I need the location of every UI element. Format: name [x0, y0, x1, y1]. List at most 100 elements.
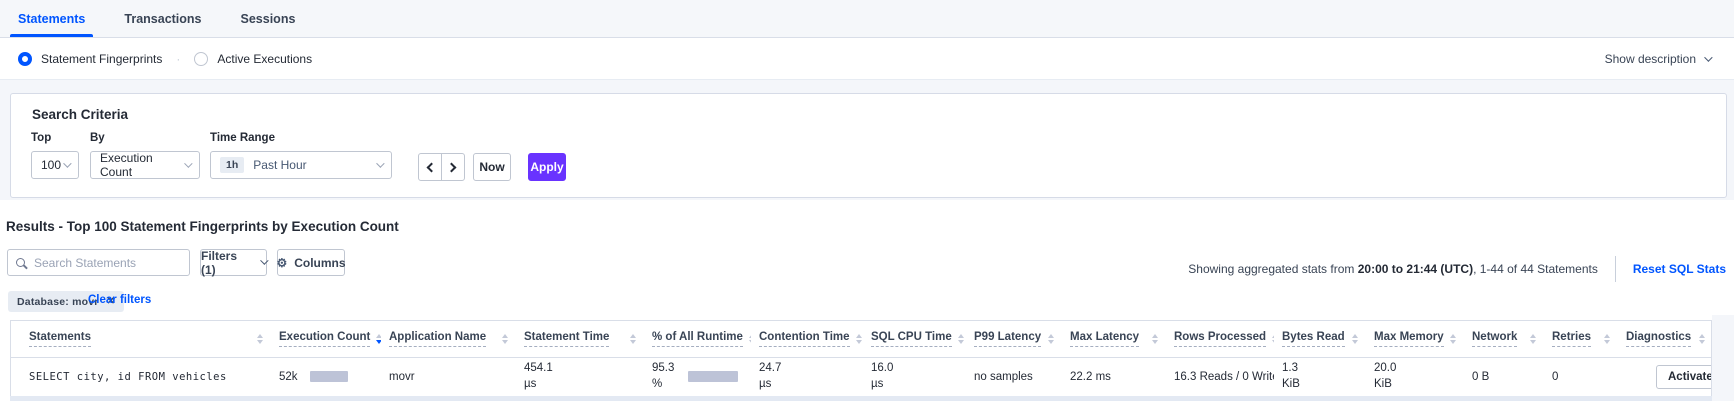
chip-close-icon[interactable]: ✕	[106, 296, 115, 307]
radio-active-executions[interactable]: Active Executions	[194, 52, 312, 66]
col-header-bytes-read[interactable]: Bytes Read	[1274, 321, 1366, 358]
chevron-down-icon	[260, 255, 269, 265]
search-criteria-title: Search Criteria	[32, 107, 129, 122]
radio-separator: ·	[176, 52, 181, 66]
col-header-sql-cpu-time[interactable]: SQL CPU Time	[863, 321, 966, 358]
chevron-down-icon	[376, 159, 385, 168]
now-button[interactable]: Now	[473, 153, 511, 181]
top-control: Top 100	[31, 132, 79, 179]
top-select[interactable]: 100	[31, 151, 79, 179]
search-criteria-panel: Search Criteria Top 100 By Execution Cou…	[10, 93, 1727, 198]
sort-icon-active[interactable]	[376, 333, 381, 344]
execution-count-bar	[309, 371, 348, 383]
cell-max-memory: 20.0 KiB	[1374, 362, 1397, 390]
radio-statement-fingerprints-label: Statement Fingerprints	[41, 52, 163, 66]
sort-icon[interactable]	[1530, 333, 1536, 344]
database-filter-chip: Database: movr ✕	[8, 291, 124, 312]
time-prev-button[interactable]	[418, 153, 442, 181]
chevron-down-icon	[184, 159, 193, 168]
time-range-label: Time Range	[210, 132, 275, 144]
vertical-divider	[1614, 256, 1616, 282]
col-header-execution-count[interactable]: Execution Count	[271, 321, 381, 358]
activate-diagnostics-button[interactable]: Activate	[1656, 364, 1711, 389]
time-range-select[interactable]: 1h Past Hour	[210, 151, 392, 179]
col-header-max-latency[interactable]: Max Latency	[1062, 321, 1166, 358]
search-statements-box	[7, 249, 190, 276]
cell-execution-count: 52k	[271, 357, 381, 396]
stats-text: Showing aggregated stats from 20:00 to 2…	[1188, 262, 1598, 276]
clear-filters-link[interactable]: Clear filters	[88, 294, 152, 306]
sort-icon[interactable]	[748, 333, 751, 344]
sort-icon[interactable]	[855, 333, 862, 344]
col-header-application-name[interactable]: Application Name	[381, 321, 516, 358]
columns-button-label: Columns	[294, 255, 346, 270]
sort-icon[interactable]	[1450, 333, 1456, 344]
col-header-retries[interactable]: Retries	[1544, 321, 1618, 358]
sort-icon[interactable]	[1352, 333, 1358, 344]
time-next-button[interactable]	[441, 153, 465, 181]
reset-sql-stats-link[interactable]: Reset SQL Stats	[1632, 262, 1726, 276]
col-header-contention-time[interactable]: Contention Time	[751, 321, 863, 358]
chevron-down-icon	[1704, 53, 1713, 62]
sort-icon[interactable]	[630, 333, 636, 344]
cell-rows-processed: 16.3 Reads / 0 Writes	[1174, 370, 1274, 383]
col-header-diagnostics[interactable]: Diagnostics	[1618, 321, 1711, 358]
col-header-statement-time[interactable]: Statement Time	[516, 321, 644, 358]
chevron-right-icon	[446, 162, 457, 172]
radio-statement-fingerprints[interactable]: Statement Fingerprints	[18, 52, 162, 66]
time-pager	[418, 153, 465, 181]
tab-sessions[interactable]: Sessions	[240, 12, 296, 26]
radio-selected-icon[interactable]	[18, 52, 32, 66]
time-range-control: Time Range 1h Past Hour	[210, 132, 392, 179]
aggregated-stats-line: Showing aggregated stats from 20:00 to 2…	[1188, 256, 1726, 282]
horizontal-scrollbar[interactable]	[10, 396, 1712, 401]
cell-sql-cpu-time: 16.0 µs	[871, 362, 894, 390]
table-header-row: Statements Execution Count Application N…	[11, 321, 1711, 358]
by-select-value: Execution Count	[100, 151, 153, 179]
cell-contention-time: 24.7 µs	[759, 362, 782, 390]
by-select[interactable]: Execution Count	[90, 151, 200, 179]
tab-statements[interactable]: Statements	[10, 2, 94, 37]
col-header-rows-processed[interactable]: Rows Processed	[1166, 321, 1274, 358]
sort-icon[interactable]	[957, 333, 964, 344]
cell-runtime-pct: 95.3%	[644, 357, 751, 396]
cell-application-name: movr	[389, 370, 415, 383]
sort-icon[interactable]	[257, 333, 263, 344]
gear-icon: ⚙	[276, 255, 288, 270]
sort-icon[interactable]	[1048, 333, 1054, 344]
search-icon	[16, 258, 25, 267]
cell-network: 0 B	[1472, 370, 1490, 383]
col-header-statements[interactable]: Statements	[11, 321, 271, 358]
top-select-value: 100	[41, 158, 62, 172]
filters-button[interactable]: Filters (1)	[200, 249, 269, 277]
cell-diagnostics: Activate	[1618, 357, 1711, 396]
page-right-gutter	[1712, 315, 1734, 401]
results-heading: Results - Top 100 Statement Fingerprints…	[6, 219, 399, 234]
sort-icon[interactable]	[1152, 333, 1158, 344]
apply-button[interactable]: Apply	[528, 153, 566, 181]
sort-icon[interactable]	[1699, 333, 1705, 344]
view-toggle-bar: Statement Fingerprints · Active Executio…	[0, 39, 1734, 80]
top-tab-bar: Statements Transactions Sessions	[0, 0, 1734, 38]
show-description-toggle[interactable]: Show description	[1605, 52, 1713, 66]
radio-unselected-icon[interactable]	[194, 52, 209, 66]
sort-icon[interactable]	[1604, 333, 1610, 344]
col-header-network[interactable]: Network	[1464, 321, 1544, 358]
col-header-max-memory[interactable]: Max Memory	[1366, 321, 1464, 358]
col-header-runtime-pct[interactable]: % of All Runtime	[644, 321, 751, 358]
cell-p99-latency: no samples	[974, 370, 1033, 383]
tab-transactions[interactable]: Transactions	[124, 12, 202, 26]
top-label: Top	[31, 132, 52, 144]
sort-icon[interactable]	[502, 333, 508, 344]
time-range-badge: 1h	[220, 157, 245, 173]
table-row: SELECT city, id FROM vehicles 52k movr 4…	[11, 357, 1711, 396]
search-statements-input[interactable]	[34, 255, 189, 270]
chevron-left-icon	[426, 162, 437, 172]
radio-active-executions-label: Active Executions	[217, 52, 313, 66]
cell-bytes-read: 1.3 KiB	[1282, 362, 1300, 390]
col-header-p99-latency[interactable]: P99 Latency	[966, 321, 1062, 358]
columns-button[interactable]: ⚙ Columns	[276, 249, 346, 276]
sort-icon[interactable]	[1272, 333, 1274, 344]
statement-fingerprint-link[interactable]: SELECT city, id FROM vehicles	[29, 370, 227, 383]
